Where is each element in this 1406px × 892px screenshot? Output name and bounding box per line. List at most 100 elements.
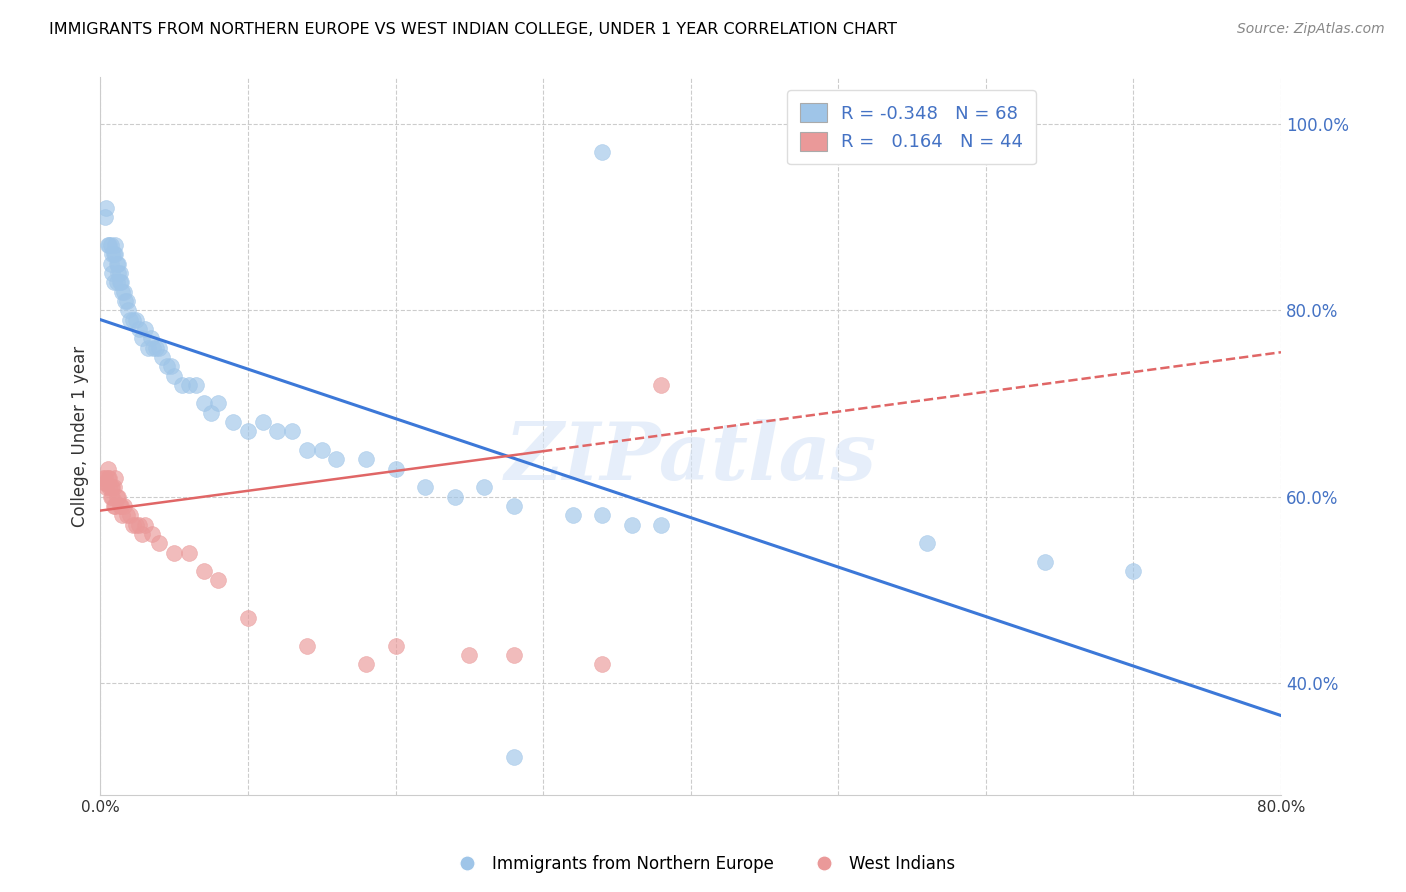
Point [266, 425, 288, 439]
Point [502, 499, 524, 513]
Point [108, 266, 131, 280]
Point [101, 266, 124, 280]
Point [100, 257, 122, 271]
Point [207, 574, 229, 588]
Legend: Immigrants from Northern Europe, West Indians: Immigrants from Northern Europe, West In… [444, 848, 962, 880]
Point [114, 293, 136, 308]
Point [1122, 564, 1144, 578]
Point [354, 452, 377, 467]
Point [105, 490, 128, 504]
Point [128, 517, 150, 532]
Point [101, 490, 124, 504]
Point [91, 471, 114, 485]
Point [915, 536, 938, 550]
Point [118, 508, 141, 523]
Point [502, 648, 524, 662]
Point [103, 247, 125, 261]
Point [94, 475, 117, 490]
Point [103, 499, 125, 513]
Point [108, 499, 131, 513]
Point [295, 443, 318, 458]
Point [96, 201, 118, 215]
Point [650, 377, 672, 392]
Text: ZIPatlas: ZIPatlas [505, 419, 877, 496]
Point [104, 471, 127, 485]
Point [111, 285, 134, 299]
Point [325, 452, 347, 467]
Point [107, 257, 129, 271]
Point [186, 377, 208, 392]
Point [103, 276, 125, 290]
Point [620, 517, 643, 532]
Point [121, 312, 143, 326]
Point [163, 545, 186, 559]
Point [110, 276, 132, 290]
Point [384, 461, 406, 475]
Point [105, 276, 128, 290]
Point [193, 564, 215, 578]
Point [281, 425, 304, 439]
Text: Source: ZipAtlas.com: Source: ZipAtlas.com [1237, 22, 1385, 37]
Point [104, 238, 127, 252]
Point [134, 322, 156, 336]
Point [118, 312, 141, 326]
Point [295, 639, 318, 653]
Point [125, 312, 148, 326]
Point [207, 396, 229, 410]
Point [112, 285, 135, 299]
Point [163, 368, 186, 383]
Point [142, 341, 165, 355]
Point [103, 480, 125, 494]
Y-axis label: College, Under 1 year: College, Under 1 year [72, 345, 89, 526]
Point [145, 341, 167, 355]
Point [104, 499, 127, 513]
Point [104, 247, 127, 261]
Point [311, 443, 333, 458]
Point [148, 341, 170, 355]
Point [384, 639, 406, 653]
Point [591, 145, 613, 159]
Point [458, 648, 481, 662]
Point [1033, 555, 1056, 569]
Point [443, 490, 465, 504]
Point [354, 657, 377, 672]
Point [561, 508, 583, 523]
Point [117, 303, 139, 318]
Point [97, 471, 120, 485]
Point [236, 425, 259, 439]
Point [131, 527, 153, 541]
Point [200, 406, 222, 420]
Point [107, 490, 129, 504]
Point [110, 499, 132, 513]
Point [160, 359, 183, 374]
Legend: R = -0.348   N = 68, R =   0.164   N = 44: R = -0.348 N = 68, R = 0.164 N = 44 [787, 90, 1036, 164]
Point [193, 396, 215, 410]
Text: IMMIGRANTS FROM NORTHERN EUROPE VS WEST INDIAN COLLEGE, UNDER 1 YEAR CORRELATION: IMMIGRANTS FROM NORTHERN EUROPE VS WEST … [49, 22, 897, 37]
Point [115, 293, 138, 308]
Point [128, 322, 150, 336]
Point [115, 508, 138, 523]
Point [101, 247, 124, 261]
Point [125, 517, 148, 532]
Point [591, 657, 613, 672]
Point [101, 480, 124, 494]
Point [97, 461, 120, 475]
Point [98, 471, 121, 485]
Point [131, 331, 153, 345]
Point [139, 331, 162, 345]
Point [94, 210, 117, 224]
Point [177, 545, 200, 559]
Point [150, 350, 173, 364]
Point [591, 508, 613, 523]
Point [107, 266, 129, 280]
Point [222, 415, 245, 429]
Point [105, 257, 128, 271]
Point [100, 490, 122, 504]
Point [472, 480, 495, 494]
Point [236, 611, 259, 625]
Point [108, 276, 131, 290]
Point [148, 536, 170, 550]
Point [98, 238, 121, 252]
Point [112, 499, 135, 513]
Point [98, 480, 121, 494]
